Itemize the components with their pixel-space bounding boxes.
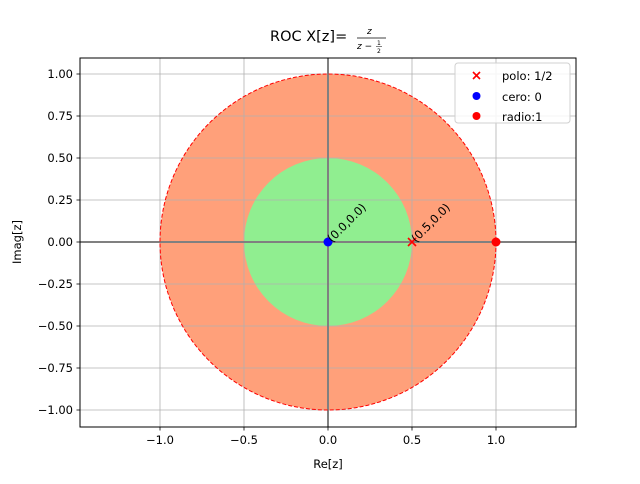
y-tick-label: 0.25 — [47, 193, 73, 207]
chart-title: ROC X[z]= z z − 1 2 — [270, 27, 386, 55]
svg-text:radio:1: radio:1 — [502, 110, 543, 124]
legend-x-marker-icon — [472, 71, 481, 80]
x-tick-label: −1.0 — [146, 433, 174, 447]
title-half-num: 1 — [377, 40, 381, 47]
title-denominator: z − — [356, 42, 372, 52]
legend-item-pole: polo: 1/2 — [472, 69, 553, 83]
x-tick-label: −0.5 — [230, 433, 258, 447]
y-tick-label: 0.50 — [47, 151, 73, 165]
y-tick-label: −0.25 — [38, 277, 73, 291]
y-tick-label: 0.00 — [47, 235, 73, 249]
x-axis-label: Re[z] — [313, 457, 343, 471]
title-half-den: 2 — [377, 48, 381, 55]
y-tick-label: −0.75 — [38, 361, 73, 375]
pole-marker — [407, 237, 417, 247]
legend-blue-dot-icon — [472, 92, 481, 100]
svg-text:polo: 1/2: polo: 1/2 — [502, 69, 553, 83]
legend-item-zero: cero: 0 — [472, 90, 542, 104]
y-tick-label: 0.75 — [47, 109, 73, 123]
legend-box — [454, 62, 571, 124]
legend-red-dot-icon — [472, 112, 481, 120]
title-prefix: ROC X[z]= — [270, 29, 347, 45]
x-axis-ticks: −1.0 −0.5 0.0 0.5 1.0 — [146, 427, 505, 447]
title-numerator: z — [366, 27, 372, 37]
radius-marker — [491, 237, 501, 247]
legend: polo: 1/2 cero: 0 radio:1 — [454, 62, 571, 124]
x-tick-label: 1.0 — [487, 433, 505, 447]
x-tick-label: 0.0 — [319, 433, 337, 447]
y-axis-ticks: 1.00 0.75 0.50 0.25 0.00 −0.25 −0.50 −0.75 −1.00 — [38, 67, 80, 417]
y-tick-label: −1.00 — [38, 403, 73, 417]
svg-text:cero: 0: cero: 0 — [502, 90, 542, 104]
y-tick-label: 1.00 — [47, 67, 73, 81]
y-tick-label: −0.50 — [38, 319, 73, 333]
x-tick-label: 0.5 — [403, 433, 421, 447]
legend-item-radius: radio:1 — [472, 110, 543, 124]
y-axis-label: Imag[z] — [10, 220, 24, 264]
zero-marker — [323, 237, 333, 247]
